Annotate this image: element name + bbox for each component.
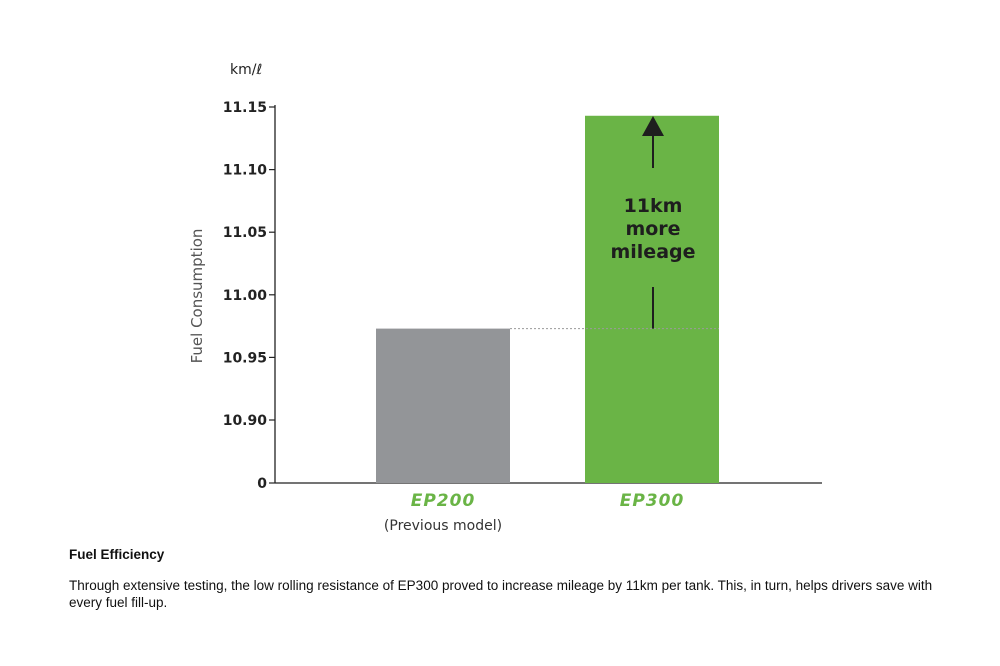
- caption-title: Fuel Efficiency: [69, 547, 165, 562]
- y-tick-label: 11.00: [223, 288, 268, 304]
- y-tick-label: 11.10: [223, 163, 268, 179]
- annotation-text-line: 11km: [624, 195, 683, 217]
- y-axis-title: Fuel Consumption: [188, 229, 206, 364]
- annotation-text-line: mileage: [610, 241, 695, 263]
- bar-ep200: [376, 328, 510, 483]
- category-label-ep300: EP300: [620, 491, 685, 511]
- y-tick-label: 11.15: [223, 100, 267, 116]
- arrow-up-icon: [642, 116, 664, 136]
- y-tick-label: 10.90: [223, 413, 268, 429]
- category-label-ep200: EP200: [411, 491, 476, 511]
- annotation-text-line: more: [625, 218, 680, 240]
- bars: [376, 115, 719, 483]
- fuel-consumption-chart: km/ℓ Fuel Consumption 11.1511.1011.0511.…: [188, 62, 822, 534]
- y-tick-label: 0: [257, 476, 267, 492]
- unit-label: km/ℓ: [230, 62, 262, 78]
- category-sublabel: (Previous model): [384, 518, 502, 534]
- y-tick-label: 10.95: [223, 350, 267, 366]
- caption-body: Through extensive testing, the low rolli…: [69, 578, 933, 610]
- y-axis-ticks: 11.15 11.10 11.05 11.00 10.95 10.90 0: [223, 100, 275, 492]
- category-labels: EP200 (Previous model) EP300: [384, 491, 685, 534]
- y-tick-label: 11.05: [223, 225, 267, 241]
